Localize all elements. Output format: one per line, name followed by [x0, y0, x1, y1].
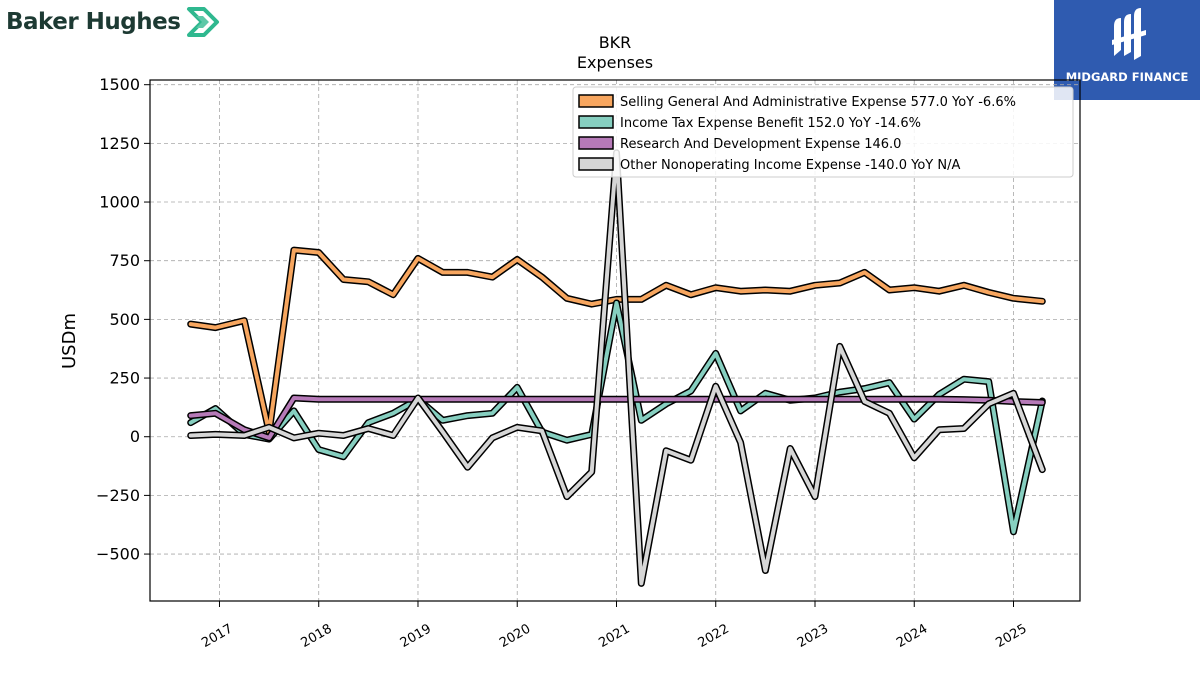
x-tick-label: 2024	[894, 621, 930, 651]
y-tick-label: 250	[109, 369, 140, 388]
plot-frame	[149, 79, 1081, 602]
legend-entry: Selling General And Administrative Expen…	[620, 95, 1016, 110]
y-tick-label: 0	[130, 427, 140, 446]
baker-hughes-logo-text: Baker Hughes	[6, 9, 181, 35]
legend-box	[572, 86, 1074, 178]
legend-entry: Research And Development Expense 146.0	[620, 137, 901, 152]
x-tick-label: 2020	[497, 621, 533, 651]
midgard-finance-emblem-icon	[1112, 8, 1146, 60]
legend-swatch	[578, 115, 614, 129]
legend-swatch	[578, 157, 614, 171]
legend-swatch	[578, 94, 614, 108]
y-tick-label: −250	[96, 486, 140, 505]
midgard-finance-logo-text: MIDGARD FINANCE	[1065, 70, 1189, 84]
x-tick-label: 2023	[795, 621, 831, 651]
y-axis-label: USDm	[59, 313, 80, 369]
legend-entry: Income Tax Expense Benefit 152.0 YoY -14…	[620, 116, 921, 131]
y-tick-label: 1000	[99, 193, 140, 212]
y-tick-label: 500	[109, 310, 140, 329]
baker-hughes-logo: Baker Hughes	[6, 4, 220, 40]
series-line-stroke	[188, 396, 1045, 440]
legend-swatch	[578, 136, 614, 150]
x-tick-label: 2022	[696, 621, 732, 651]
series-line-2	[187, 394, 1046, 442]
x-tick-label: 2019	[398, 621, 434, 651]
series-line-0	[187, 246, 1046, 436]
baker-hughes-chevron-icon	[187, 7, 220, 37]
y-tick-label: 1500	[99, 75, 140, 94]
x-tick-label: 2018	[299, 621, 335, 651]
midgard-finance-logo: MIDGARD FINANCE	[1054, 0, 1200, 100]
legend-entry: Other Nonoperating Income Expense -140.0…	[620, 158, 960, 173]
x-tick-label: 2021	[596, 621, 632, 651]
series-line-stroke	[188, 301, 1045, 534]
y-tick-label: −500	[96, 545, 140, 564]
x-tick-label: 2017	[199, 621, 235, 651]
x-tick-label: 2025	[993, 621, 1029, 651]
y-tick-label: 750	[109, 251, 140, 270]
chart-subtitle: Expenses	[577, 53, 653, 72]
series-line-stroke	[188, 248, 1045, 434]
y-tick-label: 1250	[99, 134, 140, 153]
series-line-1	[187, 299, 1046, 536]
chart-title: BKR	[599, 33, 632, 52]
